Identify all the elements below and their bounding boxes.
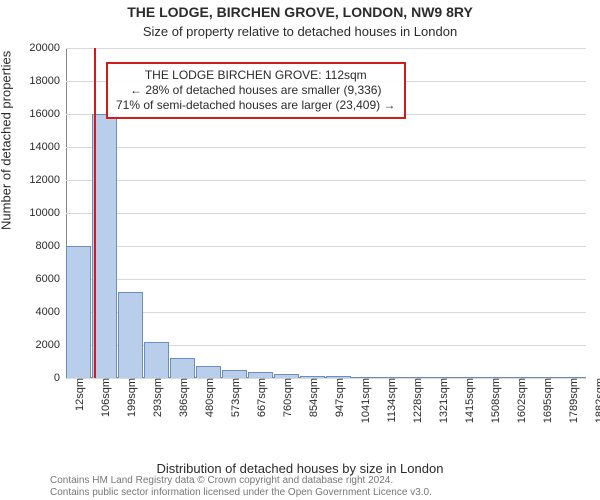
attribution-line: Contains HM Land Registry data © Crown c… bbox=[50, 475, 590, 487]
x-tick-label: 199sqm bbox=[122, 378, 138, 417]
x-axis-label: Distribution of detached houses by size … bbox=[0, 461, 600, 476]
y-tick-label: 18000 bbox=[29, 75, 66, 87]
x-tick-label: 667sqm bbox=[252, 378, 268, 417]
x-tick-label: 1882sqm bbox=[590, 378, 600, 423]
x-tick-label: 12sqm bbox=[70, 378, 86, 411]
y-tick-label: 14000 bbox=[29, 141, 66, 153]
x-tick-label: 480sqm bbox=[200, 378, 216, 417]
y-axis-label: Number of detached properties bbox=[0, 51, 14, 230]
x-tick-label: 1321sqm bbox=[434, 378, 450, 423]
x-tick-label: 1228sqm bbox=[408, 378, 424, 423]
x-tick-label: 386sqm bbox=[174, 378, 190, 417]
x-tick-label: 760sqm bbox=[278, 378, 294, 417]
y-tick-label: 20000 bbox=[29, 42, 66, 54]
x-tick-label: 106sqm bbox=[96, 378, 112, 417]
x-tick-label: 947sqm bbox=[330, 378, 346, 417]
gridline bbox=[66, 48, 586, 49]
annotation-line: THE LODGE BIRCHEN GROVE: 112sqm bbox=[116, 68, 396, 83]
attribution-text: Contains HM Land Registry data © Crown c… bbox=[50, 475, 590, 498]
histogram-bar bbox=[92, 114, 117, 378]
y-tick-label: 10000 bbox=[29, 207, 66, 219]
y-tick-label: 4000 bbox=[36, 306, 66, 318]
y-tick-label: 0 bbox=[54, 372, 66, 384]
y-tick-label: 8000 bbox=[36, 240, 66, 252]
x-tick-label: 854sqm bbox=[304, 378, 320, 417]
plot-area: 0200040006000800010000120001400016000180… bbox=[66, 48, 586, 378]
x-tick-label: 573sqm bbox=[226, 378, 242, 417]
histogram-bar bbox=[170, 358, 195, 378]
attribution-line: Contains public sector information licen… bbox=[50, 487, 590, 499]
gridline bbox=[66, 312, 586, 313]
x-tick-label: 1508sqm bbox=[486, 378, 502, 423]
x-tick-label: 1789sqm bbox=[564, 378, 580, 423]
histogram-bar bbox=[144, 342, 169, 378]
chart-container: THE LODGE, BIRCHEN GROVE, LONDON, NW9 8R… bbox=[0, 0, 600, 500]
y-tick-label: 6000 bbox=[36, 273, 66, 285]
gridline bbox=[66, 378, 586, 379]
y-tick-label: 16000 bbox=[29, 108, 66, 120]
x-tick-label: 1041sqm bbox=[356, 378, 372, 423]
y-tick-label: 2000 bbox=[36, 339, 66, 351]
x-tick-label: 1602sqm bbox=[512, 378, 528, 423]
histogram-bar bbox=[222, 370, 247, 378]
x-tick-label: 1134sqm bbox=[382, 378, 398, 422]
annotation-box: THE LODGE BIRCHEN GROVE: 112sqm← 28% of … bbox=[106, 62, 406, 119]
y-tick-label: 12000 bbox=[29, 174, 66, 186]
x-tick-label: 1415sqm bbox=[460, 378, 476, 423]
histogram-bar bbox=[118, 292, 143, 378]
gridline bbox=[66, 180, 586, 181]
chart-title: THE LODGE, BIRCHEN GROVE, LONDON, NW9 8R… bbox=[0, 4, 600, 20]
chart-subtitle: Size of property relative to detached ho… bbox=[0, 24, 600, 39]
annotation-line: ← 28% of detached houses are smaller (9,… bbox=[116, 83, 396, 98]
marker-line bbox=[94, 48, 96, 378]
x-tick-label: 293sqm bbox=[148, 378, 164, 417]
histogram-bar bbox=[66, 246, 91, 378]
annotation-line: 71% of semi-detached houses are larger (… bbox=[116, 98, 396, 113]
gridline bbox=[66, 279, 586, 280]
gridline bbox=[66, 147, 586, 148]
x-tick-label: 1695sqm bbox=[538, 378, 554, 423]
gridline bbox=[66, 246, 586, 247]
histogram-bar bbox=[196, 366, 221, 378]
gridline bbox=[66, 213, 586, 214]
